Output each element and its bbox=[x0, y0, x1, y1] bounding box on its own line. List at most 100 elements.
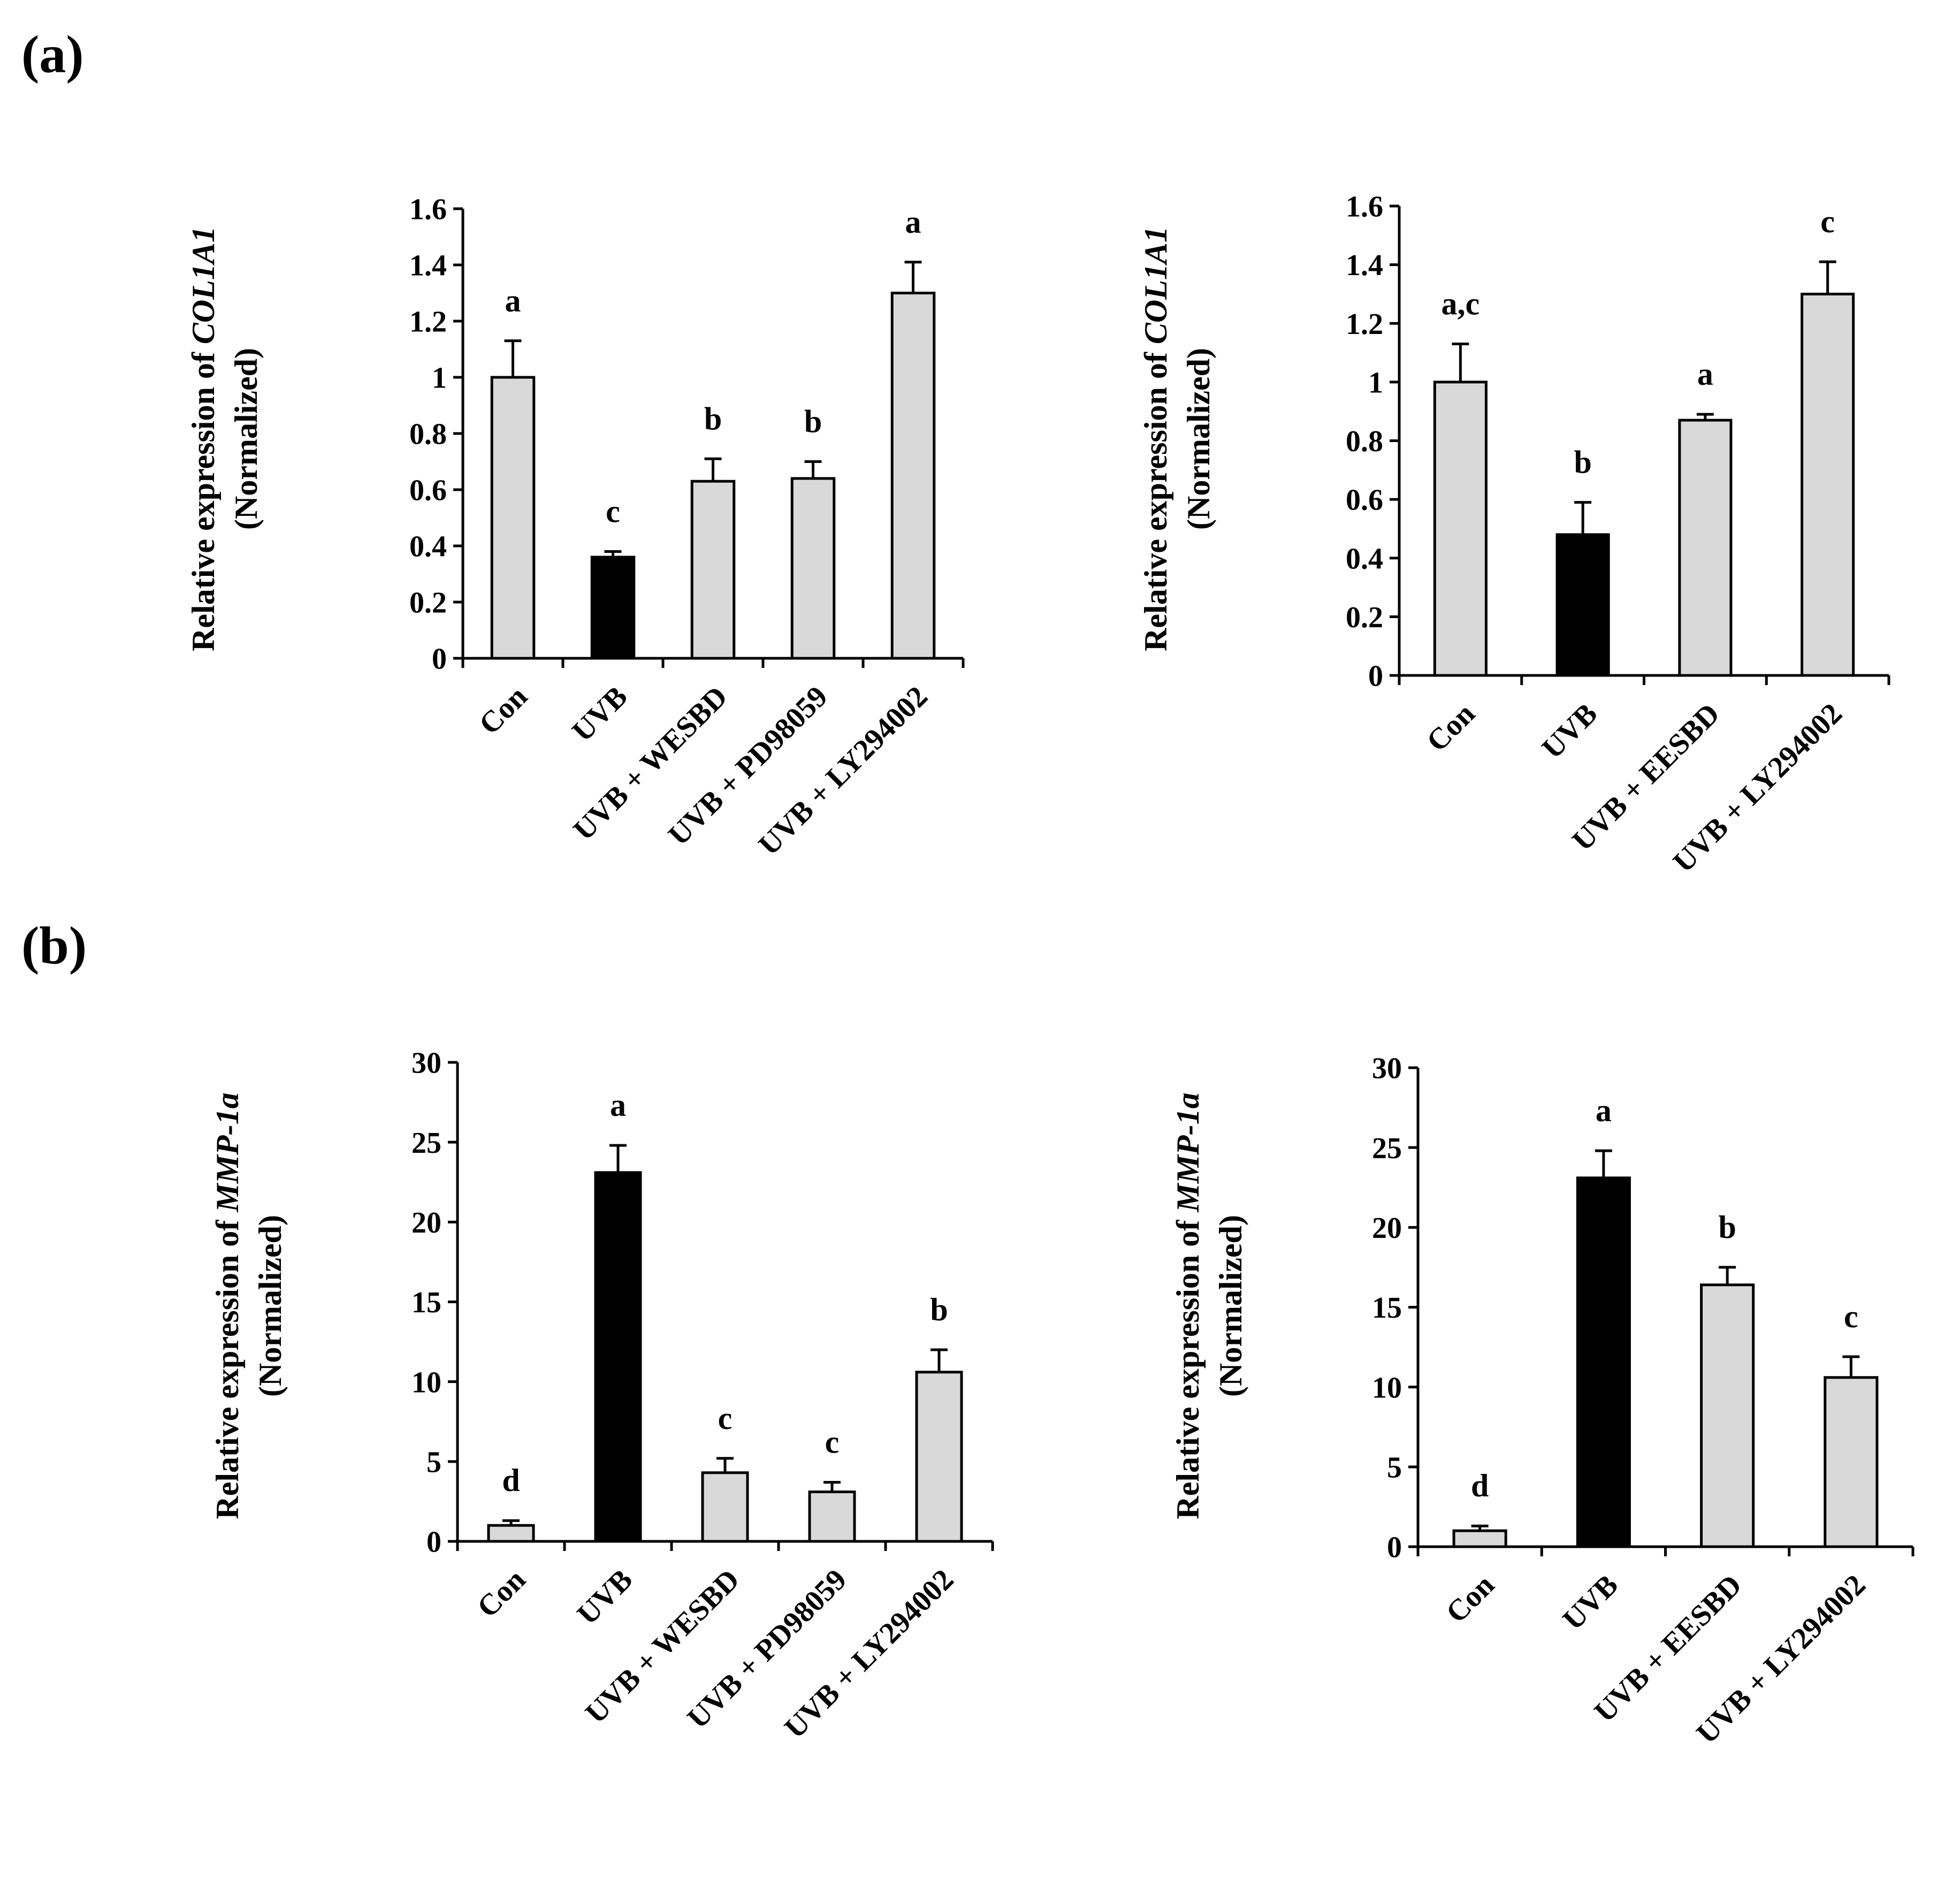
y-tick-label: 0 bbox=[1387, 1531, 1402, 1564]
y-tick-label: 0.4 bbox=[409, 530, 447, 564]
significance-letter: d bbox=[502, 1463, 520, 1498]
significance-letter: b bbox=[1718, 1210, 1736, 1245]
panel-label-a: (a) bbox=[21, 25, 84, 84]
significance-letter: c bbox=[606, 494, 620, 529]
y-axis-title-prefix: Relative expression of bbox=[210, 1212, 245, 1519]
y-axis-title-line2: (Normalized) bbox=[1181, 348, 1216, 530]
y-tick-label: 0.4 bbox=[1346, 542, 1383, 575]
y-tick-label: 25 bbox=[1372, 1132, 1402, 1165]
y-tick-label: 0 bbox=[1368, 660, 1383, 693]
bar bbox=[915, 1371, 963, 1543]
significance-letter: a bbox=[905, 204, 921, 240]
y-axis-title-gene: COL1A1 bbox=[186, 226, 221, 344]
y-axis-title: Relative expression of MMP-1a(Normalized… bbox=[210, 1092, 288, 1519]
y-tick-label: 0.8 bbox=[1346, 425, 1383, 458]
significance-letter: c bbox=[1844, 1299, 1858, 1334]
y-tick-label: 15 bbox=[411, 1286, 441, 1319]
y-axis-title: Relative expression of MMP-1a(Normalized… bbox=[1170, 1092, 1248, 1519]
significance-letter: c bbox=[1820, 204, 1835, 239]
significance-letter: b bbox=[704, 401, 722, 436]
bar bbox=[1452, 1529, 1507, 1548]
y-axis-title-prefix: Relative expression of bbox=[1170, 1212, 1206, 1519]
bar bbox=[1555, 533, 1610, 677]
y-axis-title-line2: (Normalized) bbox=[253, 1215, 288, 1397]
bar bbox=[1700, 1283, 1755, 1548]
category-label: UVB bbox=[1536, 697, 1604, 765]
category-label: Con bbox=[1420, 697, 1481, 758]
y-tick-label: 25 bbox=[411, 1127, 441, 1160]
bar bbox=[1576, 1176, 1631, 1548]
category-label: UVB bbox=[1557, 1568, 1625, 1636]
bar bbox=[1824, 1376, 1879, 1548]
y-tick-label: 0.6 bbox=[409, 474, 447, 507]
significance-letter: a bbox=[1697, 356, 1713, 392]
bar bbox=[808, 1491, 856, 1543]
significance-letter: b bbox=[1574, 445, 1591, 480]
y-tick-label: 20 bbox=[1372, 1212, 1402, 1245]
y-tick-label: 0.8 bbox=[409, 418, 447, 451]
significance-letter: c bbox=[825, 1425, 840, 1460]
y-axis-title-line1: Relative expression of COL1A1 bbox=[1138, 226, 1173, 651]
y-tick-label: 0 bbox=[432, 643, 447, 676]
category-label: UVB bbox=[571, 1563, 639, 1631]
y-tick-label: 5 bbox=[1387, 1451, 1402, 1484]
y-tick-label: 1 bbox=[432, 362, 447, 395]
bar bbox=[487, 1524, 535, 1543]
significance-letter: d bbox=[1471, 1468, 1489, 1503]
bar bbox=[1678, 419, 1733, 677]
bar bbox=[1801, 292, 1855, 677]
y-tick-label: 1.2 bbox=[409, 306, 447, 339]
significance-letter: a bbox=[1596, 1093, 1612, 1128]
category-label: Con bbox=[472, 680, 533, 741]
bar bbox=[701, 1471, 749, 1543]
y-tick-label: 1.2 bbox=[1346, 308, 1383, 341]
significance-letter: c bbox=[718, 1401, 733, 1436]
bar bbox=[1433, 381, 1488, 677]
y-axis-title-gene: MMP-1a bbox=[210, 1092, 245, 1212]
significance-letter: a bbox=[610, 1088, 626, 1123]
y-tick-label: 1.6 bbox=[409, 193, 447, 226]
y-tick-label: 15 bbox=[1372, 1291, 1402, 1325]
y-axis-title-gene: MMP-1a bbox=[1170, 1092, 1206, 1212]
y-axis-title-gene: COL1A1 bbox=[1138, 226, 1173, 344]
y-axis-title-line1: Relative expression of MMP-1a bbox=[1170, 1092, 1206, 1519]
y-axis-title-line1: Relative expression of COL1A1 bbox=[186, 226, 221, 651]
y-axis-title-line2: (Normalized) bbox=[1213, 1215, 1248, 1397]
category-label: Con bbox=[471, 1563, 532, 1624]
y-tick-label: 30 bbox=[411, 1047, 441, 1080]
bar bbox=[690, 480, 736, 660]
y-axis-title-prefix: Relative expression of bbox=[186, 344, 221, 651]
category-label: Con bbox=[1440, 1568, 1501, 1629]
y-tick-label: 0.2 bbox=[409, 587, 447, 620]
category-label: UVB + LY294002 bbox=[752, 680, 934, 862]
y-tick-label: 1.4 bbox=[1346, 249, 1383, 282]
y-tick-label: 10 bbox=[1372, 1371, 1402, 1404]
y-tick-label: 0 bbox=[426, 1526, 441, 1559]
bar bbox=[890, 292, 936, 660]
significance-letter: a,c bbox=[1442, 286, 1480, 322]
bar bbox=[490, 376, 536, 660]
y-axis-title-prefix: Relative expression of bbox=[1138, 344, 1173, 651]
y-tick-label: 0.6 bbox=[1346, 484, 1383, 517]
y-axis-title-line1: Relative expression of MMP-1a bbox=[210, 1092, 245, 1519]
y-tick-label: 30 bbox=[1372, 1052, 1402, 1085]
y-tick-label: 20 bbox=[411, 1206, 441, 1240]
y-tick-label: 0.2 bbox=[1346, 601, 1383, 634]
bar bbox=[790, 477, 836, 660]
y-tick-label: 10 bbox=[411, 1366, 441, 1399]
y-axis-title-line2: (Normalized) bbox=[228, 348, 264, 530]
significance-letter: b bbox=[930, 1292, 948, 1327]
bar bbox=[590, 556, 636, 660]
y-tick-label: 5 bbox=[426, 1446, 441, 1479]
y-axis-title: Relative expression of COL1A1(Normalized… bbox=[1138, 226, 1216, 651]
y-tick-label: 1.6 bbox=[1346, 191, 1383, 224]
significance-letter: b bbox=[804, 404, 822, 439]
significance-letter: a bbox=[505, 283, 521, 318]
y-tick-label: 1.4 bbox=[409, 249, 447, 283]
